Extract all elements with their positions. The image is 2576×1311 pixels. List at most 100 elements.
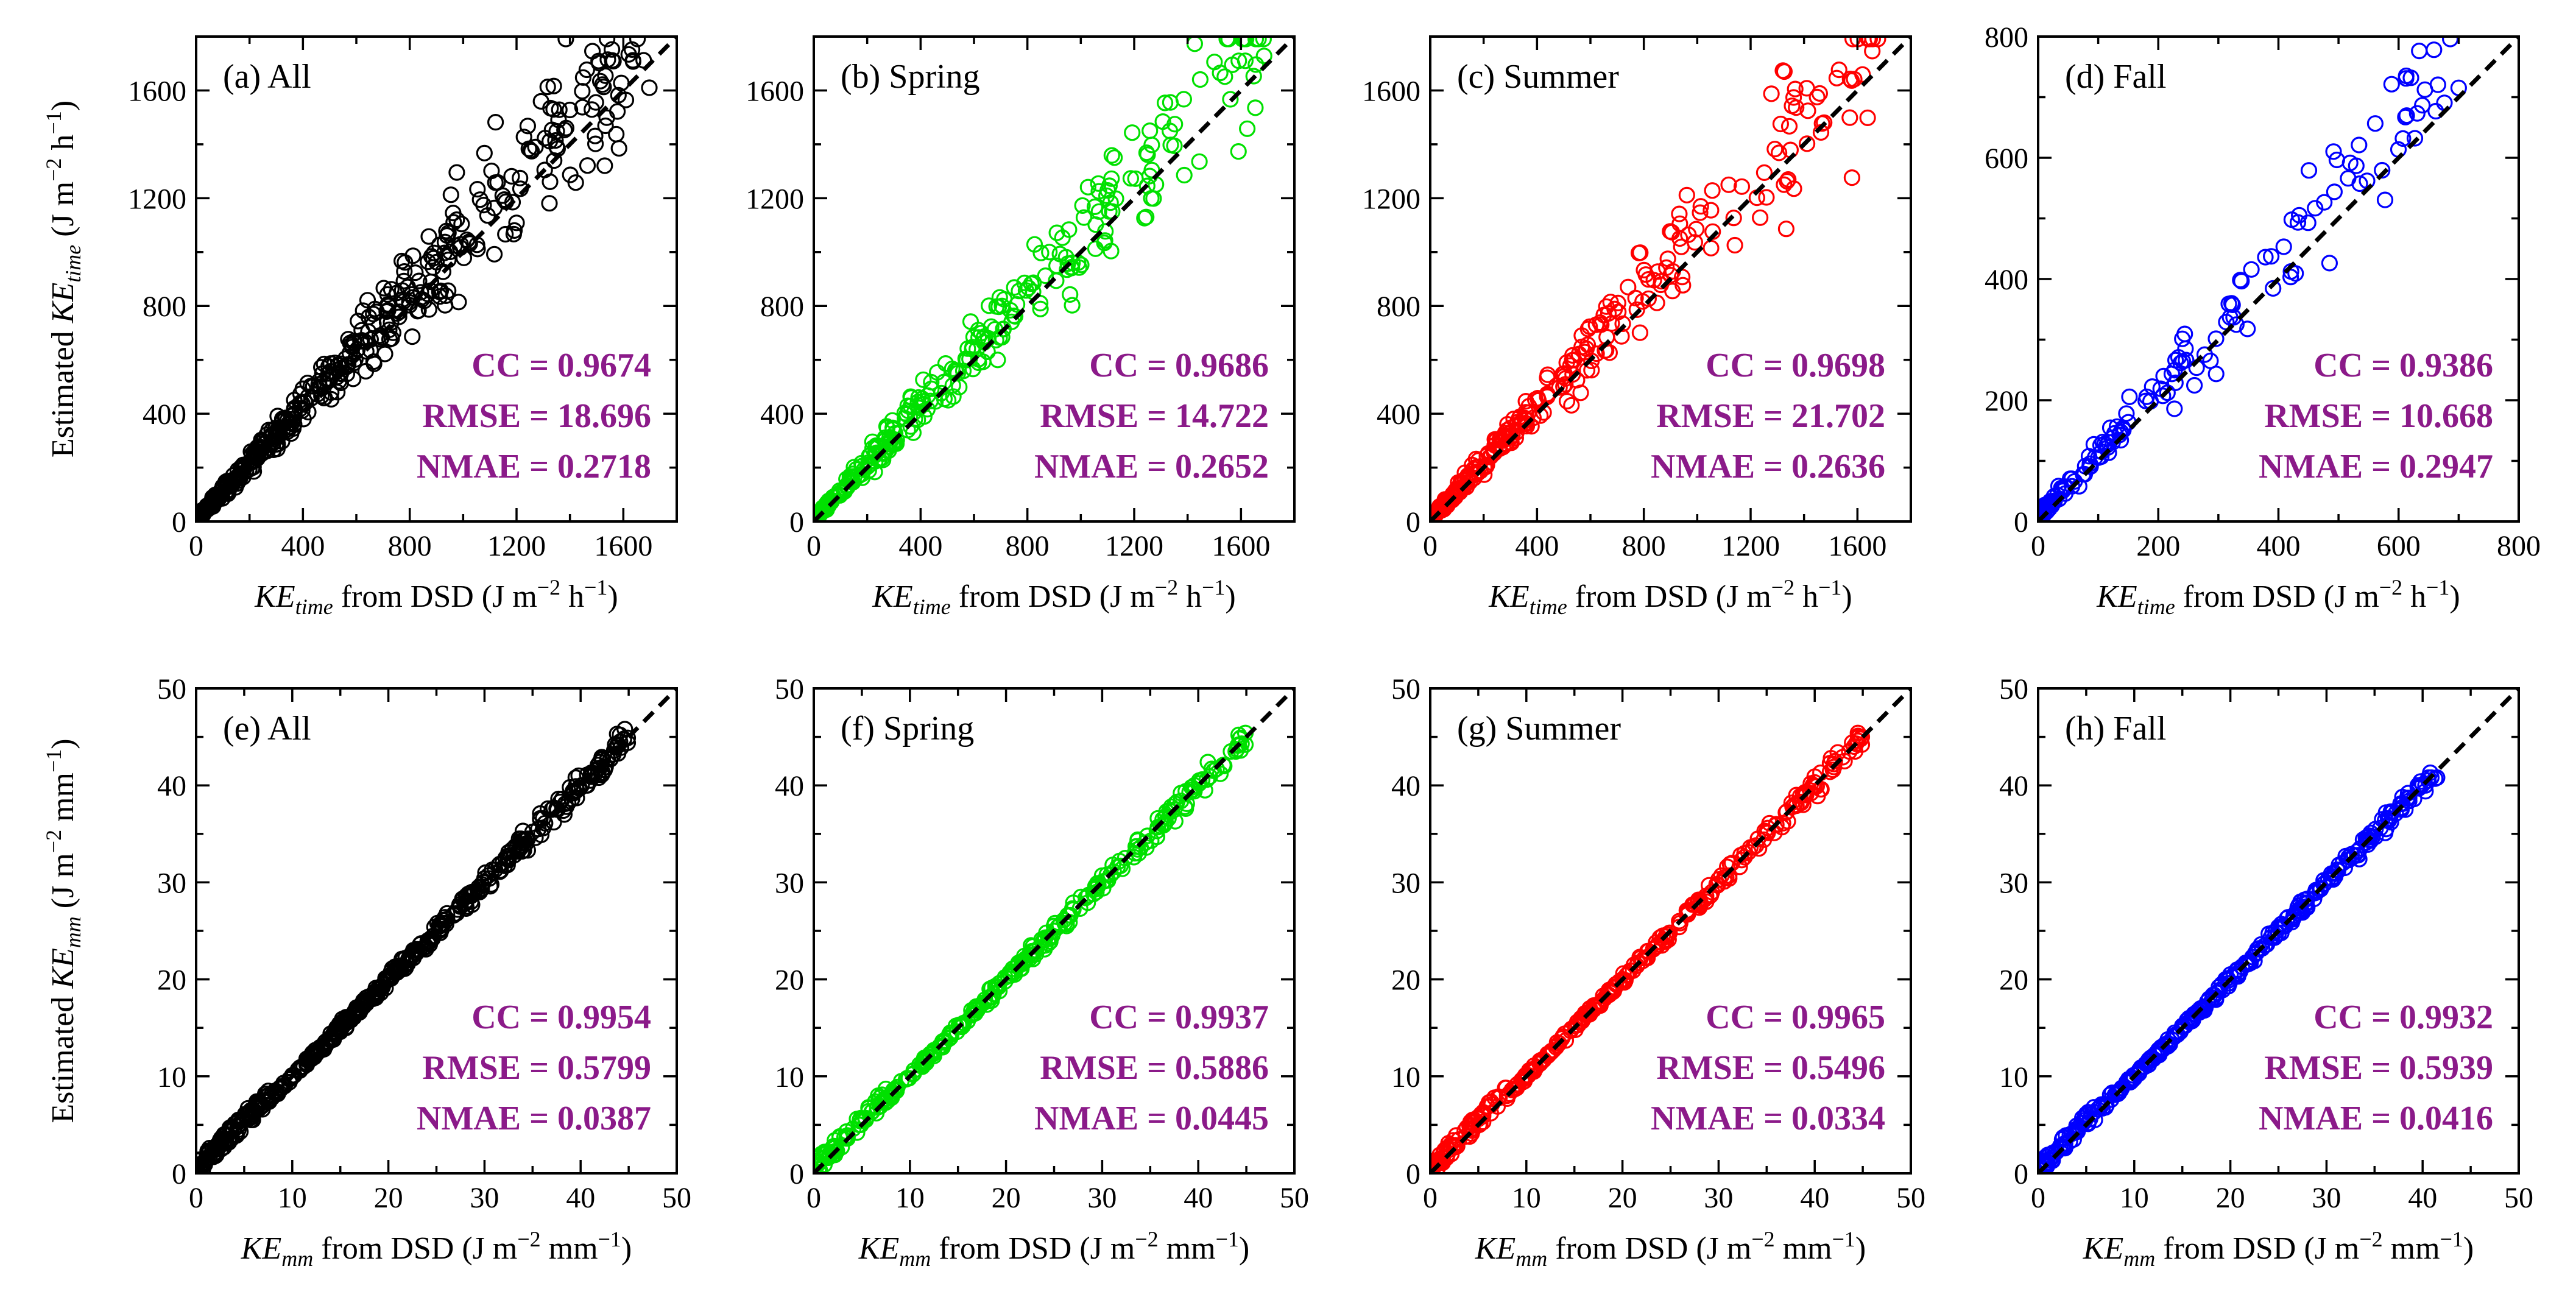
data-point <box>2394 130 2412 147</box>
data-point <box>2316 875 2333 892</box>
x-axis-title: KEmm from DSD (J m−2 mm−1) <box>858 1227 1249 1271</box>
x-tick-label: 400 <box>281 530 325 562</box>
data-point <box>2097 1099 2114 1116</box>
data-point <box>357 362 375 380</box>
data-point <box>1222 91 1239 108</box>
x-axis-title: KEtime from DSD (J m−2 h−1) <box>1488 575 1852 619</box>
data-point <box>508 214 525 231</box>
data-point <box>2406 130 2424 147</box>
data-point <box>1079 178 1096 196</box>
data-point <box>928 364 946 381</box>
data-point <box>387 960 404 977</box>
data-point <box>1631 324 1648 341</box>
data-point <box>1517 1067 1534 1084</box>
y-tick-label: 1200 <box>1362 183 1420 215</box>
x-tick-label: 1600 <box>594 530 652 562</box>
scatter-series-c <box>1430 37 1886 521</box>
data-point <box>1145 190 1162 207</box>
data-point <box>2316 194 2333 211</box>
data-point <box>822 493 840 511</box>
x-tick-label: 200 <box>2136 530 2180 562</box>
plot-frame <box>1429 35 1912 523</box>
data-point <box>1124 124 1141 141</box>
data-point <box>496 191 513 208</box>
data-point <box>1777 221 1794 238</box>
data-point <box>1062 286 1079 303</box>
data-point <box>2398 67 2415 85</box>
data-point <box>2213 975 2230 993</box>
panel-label: (h) Fall <box>2065 710 2166 747</box>
data-point <box>2166 400 2183 417</box>
data-point <box>820 1149 837 1167</box>
data-point <box>1127 170 1144 187</box>
stat-cc: CC = 0.9965 <box>1706 998 1885 1036</box>
data-point <box>1664 283 1681 300</box>
data-point <box>2243 261 2260 278</box>
y-tick-label: 10 <box>775 1061 804 1094</box>
data-point <box>2414 97 2431 114</box>
data-point <box>1793 794 1810 811</box>
data-point <box>1639 942 1656 960</box>
data-point <box>483 162 500 180</box>
data-point <box>1531 1055 1548 1072</box>
data-point <box>996 291 1013 308</box>
panel-label: (c) Summer <box>1457 58 1619 96</box>
data-point <box>883 430 900 447</box>
data-point <box>955 362 972 380</box>
panel-g: 0 10 20 30 40 50 0 10 20 30 40 50 (g) Summer CC = 0.9… <box>1391 673 1925 1214</box>
data-point <box>283 1070 300 1087</box>
data-point <box>1740 844 1757 861</box>
data-point <box>1096 232 1113 249</box>
data-point <box>1614 315 1631 333</box>
data-point <box>1037 267 1054 284</box>
y-tick-label: 40 <box>1999 770 2028 802</box>
data-point <box>1606 300 1623 317</box>
y-tick-label: 0 <box>1406 1158 1420 1190</box>
data-point <box>1033 931 1050 948</box>
data-point <box>2392 795 2409 813</box>
x-tick-label: 400 <box>2257 530 2301 562</box>
data-point <box>383 314 400 331</box>
data-point <box>1830 61 1847 79</box>
data-point <box>1483 447 1500 464</box>
data-point <box>1841 71 1858 88</box>
y-tick-label: 40 <box>1391 770 1420 802</box>
data-point <box>1713 867 1730 884</box>
data-point <box>196 506 208 521</box>
data-point <box>2289 214 2307 231</box>
data-point <box>942 1029 959 1046</box>
data-point <box>437 297 454 314</box>
x-tick-label: 800 <box>1006 530 1050 562</box>
data-point <box>420 228 437 245</box>
one-to-one-line <box>196 688 677 1173</box>
ticks <box>2037 687 2520 1175</box>
data-point <box>1679 904 1696 921</box>
data-point <box>1583 352 1600 370</box>
data-point <box>902 388 919 405</box>
data-point <box>311 372 328 390</box>
x-tick-label: 0 <box>189 530 203 562</box>
y-tick-label: 800 <box>1377 291 1420 323</box>
data-point <box>337 350 354 367</box>
data-point <box>2401 793 2418 810</box>
stat-rmse: RMSE = 21.702 <box>1656 397 1885 435</box>
data-point <box>1607 975 1625 993</box>
data-point <box>1808 88 1826 105</box>
data-point <box>1826 758 1843 776</box>
data-point <box>610 140 627 157</box>
data-point <box>1843 72 1860 89</box>
data-point <box>2204 991 2221 1008</box>
data-point <box>437 287 454 304</box>
data-point <box>1175 91 1193 108</box>
data-point <box>542 99 559 117</box>
data-point <box>597 117 614 135</box>
data-point <box>373 329 390 346</box>
data-point <box>1678 186 1695 203</box>
panel-label: (g) Summer <box>1457 710 1621 747</box>
data-point <box>266 1084 283 1101</box>
x-tick-label: 20 <box>374 1182 403 1214</box>
stat-nmae: NMAE = 0.0445 <box>1034 1100 1269 1137</box>
data-point <box>610 736 627 753</box>
data-point <box>839 1129 856 1146</box>
data-point <box>1041 244 1058 261</box>
